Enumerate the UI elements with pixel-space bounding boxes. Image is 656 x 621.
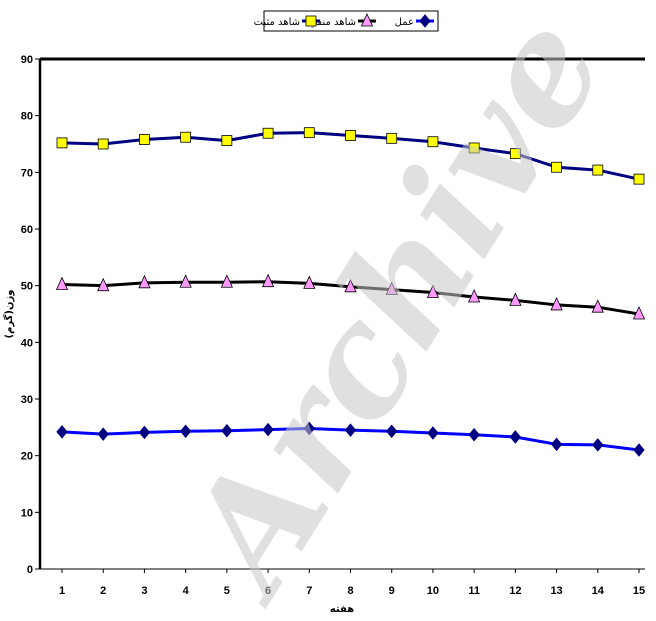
data-point [427, 426, 439, 440]
legend-marker [360, 13, 374, 27]
data-point [509, 292, 522, 306]
data-point [138, 425, 151, 440]
legend-item-2: شاهد منفي [309, 13, 376, 28]
x-tick-label: 7 [306, 585, 312, 597]
data-point [551, 161, 562, 173]
data-point [592, 438, 604, 452]
x-tick-label: 13 [550, 585, 562, 597]
legend-marker [419, 14, 431, 28]
x-tick-label: 8 [347, 585, 353, 597]
data-point [55, 276, 69, 290]
y-tick-label: 20 [21, 451, 33, 463]
x-tick-label: 12 [509, 585, 521, 597]
x-tick-label: 10 [427, 585, 439, 597]
legend-marker [305, 15, 317, 27]
data-point [385, 281, 398, 296]
data-point [97, 277, 110, 292]
series-layer [55, 127, 646, 457]
data-point [220, 274, 233, 288]
legend: عمل شاهد منفي شاهد مثبت [254, 10, 439, 32]
data-point [261, 273, 275, 288]
data-point [633, 173, 645, 185]
data-point [509, 430, 522, 444]
data-point [303, 421, 315, 436]
legend-label: عمل [395, 17, 414, 28]
x-axis-label: هفته [330, 604, 354, 615]
x-tick-label: 6 [265, 585, 271, 597]
data-point [550, 296, 563, 311]
data-point [550, 437, 563, 452]
data-point [426, 284, 440, 298]
data-point [262, 422, 274, 437]
y-tick-label: 80 [21, 111, 33, 123]
data-point [262, 127, 274, 139]
x-tick-label: 14 [592, 585, 605, 597]
data-point [221, 423, 233, 438]
data-point [632, 306, 646, 320]
y-tick-label: 50 [21, 281, 33, 293]
data-point [179, 274, 192, 288]
data-point [138, 274, 151, 289]
y-tick-label: 90 [21, 54, 33, 66]
data-point [303, 275, 316, 289]
data-point [592, 164, 604, 176]
data-point [386, 424, 398, 439]
data-point [427, 136, 439, 148]
data-point [468, 142, 480, 154]
data-point [180, 131, 192, 143]
series-1 [56, 421, 645, 457]
data-point [344, 278, 357, 293]
y-tick-label: 30 [21, 394, 33, 406]
x-tick-label: 1 [59, 585, 65, 597]
data-point [303, 127, 315, 139]
y-tick-label: 70 [21, 167, 33, 179]
data-point [56, 137, 68, 149]
data-point [345, 130, 356, 141]
y-tick-label: 0 [27, 564, 33, 576]
x-tick-label: 11 [468, 585, 480, 597]
x-tick-label: 4 [183, 585, 190, 597]
y-axis-label: وزن(گرم) [2, 289, 15, 338]
legend-label: شاهد مثبت [254, 17, 300, 28]
data-point [633, 443, 645, 457]
x-tick-label: 5 [224, 585, 230, 597]
data-point [97, 427, 109, 441]
series-3 [56, 127, 645, 185]
legend-label: شاهد منفي [309, 17, 356, 28]
y-tick-label: 10 [21, 507, 33, 519]
x-tick-label: 15 [633, 585, 645, 597]
series-2 [55, 273, 646, 320]
y-tick-label: 40 [21, 337, 33, 349]
data-point [386, 132, 398, 144]
x-tick-label: 3 [141, 585, 147, 597]
data-point [591, 299, 604, 313]
watermark: Archive [147, 0, 639, 621]
data-point [509, 148, 521, 160]
data-point [468, 427, 480, 442]
data-point [139, 134, 150, 145]
data-point [97, 138, 109, 150]
x-tick-label: 2 [100, 585, 106, 597]
legend-item-1: عمل [395, 14, 434, 28]
x-tick-label: 9 [389, 585, 395, 597]
data-point [221, 135, 233, 147]
legend-item-3: شاهد مثبت [254, 15, 320, 28]
data-point [56, 425, 68, 439]
data-point [468, 289, 481, 303]
data-point [179, 424, 192, 439]
data-point [344, 423, 357, 437]
y-tick-label: 60 [21, 224, 33, 236]
